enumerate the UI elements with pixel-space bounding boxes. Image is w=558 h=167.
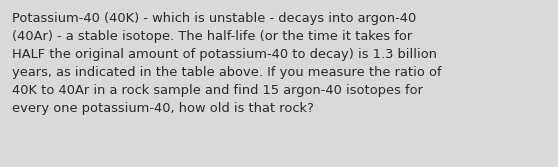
Text: Potassium-40 (40K) - which is unstable - decays into argon-40
(40Ar) - a stable : Potassium-40 (40K) - which is unstable -… <box>12 12 441 115</box>
